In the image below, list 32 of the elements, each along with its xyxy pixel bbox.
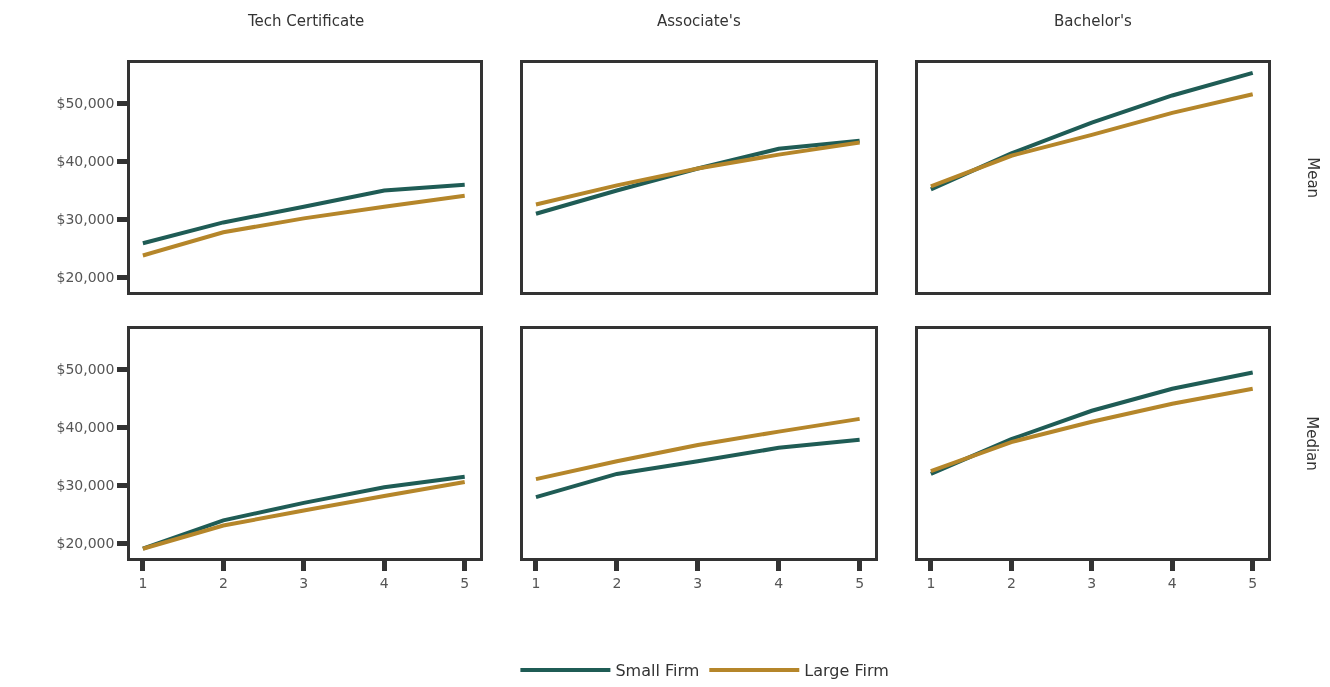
y-tick-label: $40,000	[56, 153, 115, 170]
y-tick-label: $50,000	[56, 361, 115, 378]
x-tick-label: 1	[531, 574, 541, 591]
x-tick-label: 3	[693, 574, 703, 591]
y-tick-label: $30,000	[56, 477, 115, 494]
y-tick-label: $20,000	[56, 269, 115, 286]
text: Median	[1302, 416, 1321, 471]
text: Small Firm	[615, 661, 700, 681]
y-tick-label: $20,000	[56, 535, 115, 552]
x-tick-label: 2	[1006, 574, 1016, 591]
x-tick-label: 1	[138, 574, 148, 591]
x-tick-label: 3	[1087, 574, 1097, 591]
x-tick-label: 2	[612, 574, 622, 591]
y-tick-label: $50,000	[56, 95, 115, 112]
line-series	[140, 193, 467, 258]
x-tick-label: 4	[1167, 574, 1177, 591]
y-tick-label: $30,000	[56, 211, 115, 228]
x-tick-label: 4	[379, 574, 389, 591]
y-tick-label: $40,000	[56, 419, 115, 436]
x-tick-label: 3	[299, 574, 309, 591]
line-series	[140, 182, 467, 246]
chart-title: Bachelor's	[1054, 12, 1133, 30]
x-tick-label: 4	[774, 574, 784, 591]
chart-title: Associate's	[657, 12, 741, 30]
x-tick-label: 5	[855, 574, 865, 591]
x-tick-label: 5	[460, 574, 470, 591]
text: Large Firm	[804, 661, 889, 681]
text: Mean	[1303, 157, 1322, 199]
x-tick-label: 1	[926, 574, 936, 591]
x-tick-label: 5	[1248, 574, 1258, 591]
x-tick-label: 2	[218, 574, 228, 591]
chart-title: Tech Certificate	[247, 12, 365, 30]
